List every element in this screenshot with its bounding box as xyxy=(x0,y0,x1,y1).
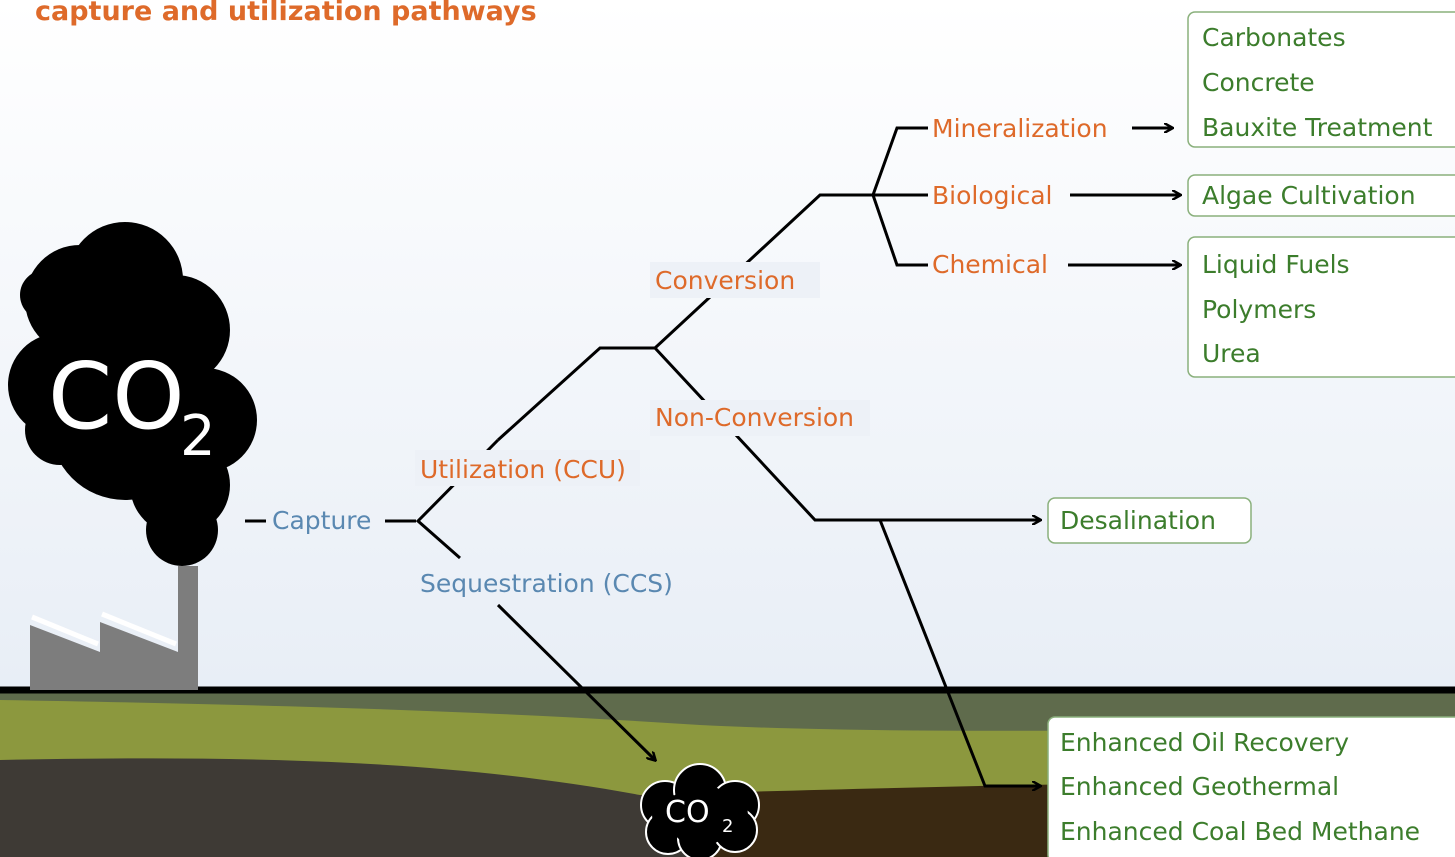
product: Enhanced Geothermal xyxy=(1060,772,1339,801)
product: Algae Cultivation xyxy=(1202,181,1416,210)
product: Concrete xyxy=(1202,68,1315,97)
product: Enhanced Coal Bed Methane xyxy=(1060,817,1420,846)
node-label: Mineralization xyxy=(932,114,1108,143)
co2-label: CO xyxy=(48,343,185,450)
node-label: Non-Conversion xyxy=(655,403,854,432)
node-label: Biological xyxy=(932,181,1052,210)
node-label: Sequestration (CCS) xyxy=(420,569,673,598)
product: Urea xyxy=(1202,339,1261,368)
product: Liquid Fuels xyxy=(1202,250,1350,279)
node-label: Utilization (CCU) xyxy=(420,455,626,484)
node-label: Capture xyxy=(272,506,371,535)
page: {"title":"capture and utilization pathwa… xyxy=(0,0,1455,857)
product: Enhanced Oil Recovery xyxy=(1060,728,1349,757)
co2-label: CO xyxy=(665,795,710,830)
product: Desalination xyxy=(1060,506,1216,535)
co2-subscript: 2 xyxy=(722,816,733,837)
product: Carbonates xyxy=(1202,23,1346,52)
product: Bauxite Treatment xyxy=(1202,113,1433,142)
co2-subscript: 2 xyxy=(180,404,216,469)
diagram: CO 2 CO 2 capture and utilization pathwa… xyxy=(0,0,1455,857)
product: Polymers xyxy=(1202,295,1316,324)
node-label: Chemical xyxy=(932,250,1048,279)
title: capture and utilization pathways xyxy=(35,0,537,27)
node-label: Conversion xyxy=(655,266,795,295)
